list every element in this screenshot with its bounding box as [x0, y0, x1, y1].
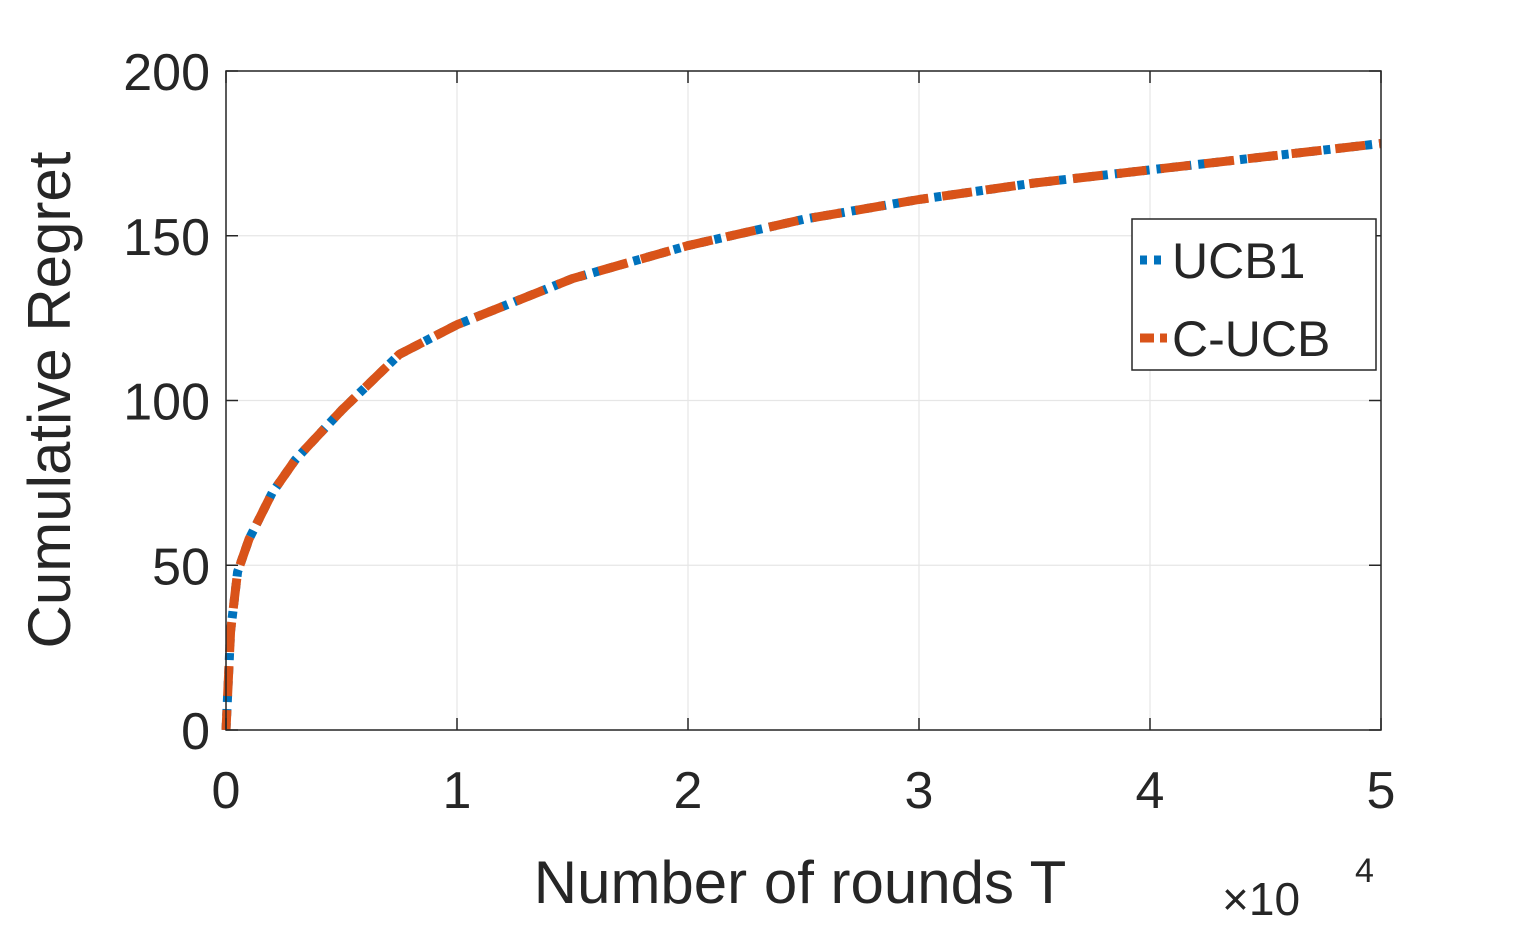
- legend-box: [1131, 218, 1377, 371]
- legend-label-c-ucb: C-UCB: [1172, 311, 1330, 367]
- x-axis-label: Number of rounds T: [534, 849, 1066, 916]
- y-tick-label: 200: [123, 44, 210, 102]
- x-axis-exponent: ×10: [1222, 873, 1300, 925]
- x-tick-label: 2: [674, 762, 703, 820]
- legend: UCB1 C-UCB: [1131, 218, 1377, 371]
- x-tick-label: 0: [212, 762, 241, 820]
- y-axis-ticks: 0 50 100 150 200: [123, 44, 1381, 761]
- x-tick-label: 4: [1136, 762, 1165, 820]
- x-tick-label: 5: [1367, 762, 1396, 820]
- series-line-c-ucb: [221, 139, 1382, 731]
- y-tick-label: 150: [123, 209, 210, 267]
- x-axis-ticks: 0 1 2 3 4 5: [212, 71, 1396, 820]
- series-layer: [221, 139, 1382, 731]
- y-tick-label: 0: [181, 703, 210, 761]
- y-tick-label: 50: [152, 538, 210, 596]
- y-axis-label: Cumulative Regret: [16, 151, 83, 648]
- y-tick-label: 100: [123, 374, 210, 432]
- x-axis-exponent-power: 4: [1355, 852, 1374, 890]
- x-tick-label: 1: [443, 762, 472, 820]
- x-tick-label: 3: [905, 762, 934, 820]
- legend-label-ucb1: UCB1: [1172, 233, 1305, 289]
